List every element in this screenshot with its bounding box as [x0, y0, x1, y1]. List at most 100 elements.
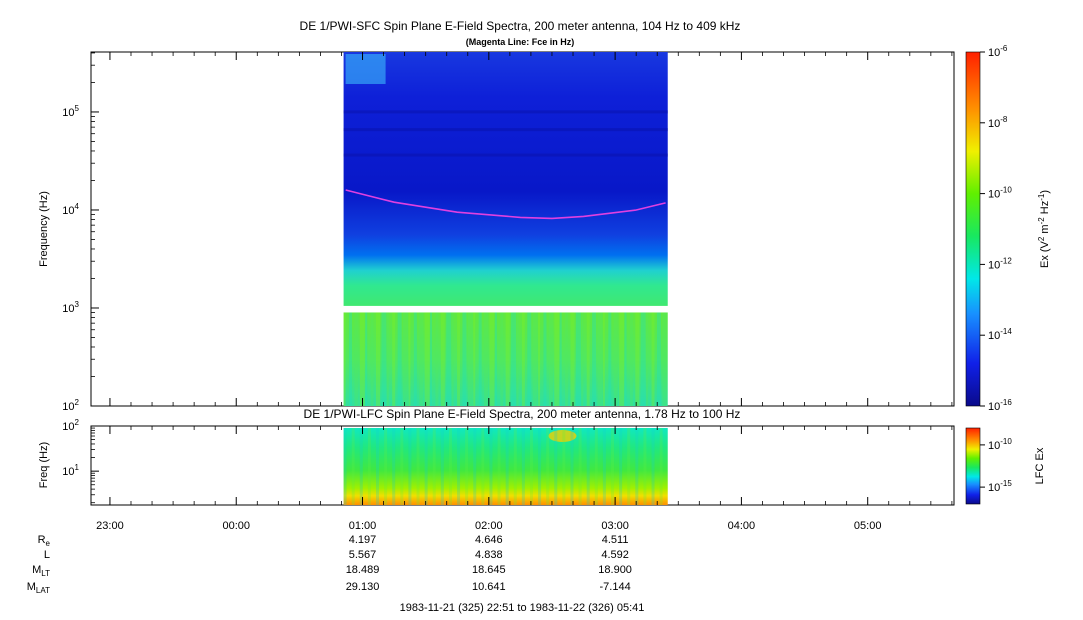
- upper-texture-stripe: [494, 312, 497, 406]
- upper-texture-stripe: [629, 312, 633, 406]
- upper-colorbar-tick-label: 10-16: [988, 398, 1012, 413]
- upper-colorbar-ticks: 10-6 10-8 10-10 10-12 10-14 10-16: [980, 44, 1012, 413]
- lower-colorbar-tick-label: 10-10: [988, 437, 1012, 452]
- lower-texture-stripe: [400, 428, 404, 505]
- upper-texture-stripe: [430, 312, 433, 406]
- ephemeris-value: 29.130: [346, 581, 380, 593]
- upper-texture-stripe: [365, 312, 368, 406]
- lower-texture-stripe: [457, 428, 461, 505]
- ephemeris-value: 4.838: [475, 549, 503, 561]
- lower-texture-stripe: [562, 428, 566, 505]
- ephemeris-value: 4.197: [349, 534, 377, 546]
- upper-texture-stripe: [354, 312, 359, 406]
- time-axis-labels: 23:00 00:00 01:00 02:00 03:00 04:00 05:00: [96, 520, 881, 532]
- upper-texture-stripe: [548, 312, 553, 406]
- upper-spectrogram: [343, 52, 668, 406]
- upper-texture-stripe: [559, 312, 562, 406]
- upper-colorbar-tick-label: 10-8: [988, 115, 1008, 130]
- upper-texture-stripe: [581, 312, 584, 406]
- upper-colorbar-tick-label: 10-6: [988, 44, 1008, 59]
- lower-texture-stripe: [513, 428, 517, 505]
- lower-texture-stripe: [659, 428, 663, 505]
- upper-texture-stripe: [424, 312, 430, 406]
- lower-texture-stripe: [481, 428, 485, 505]
- lower-y-tick-label: 102: [62, 418, 79, 433]
- upper-texture-stripe: [640, 312, 646, 406]
- upper-texture-stripe: [392, 312, 396, 406]
- upper-texture-stripe: [467, 312, 473, 406]
- upper-x-ticks: [109, 52, 953, 406]
- upper-y-tick-label: 102: [62, 398, 79, 413]
- fce-line: [345, 189, 666, 220]
- upper-texture-stripe: [532, 312, 538, 406]
- lower-texture-stripe: [432, 428, 436, 505]
- ephemeris-value: 18.645: [472, 564, 506, 576]
- lower-y-tick-label: 101: [62, 463, 79, 478]
- lower-texture-stripe: [529, 428, 533, 505]
- lower-texture-stripe: [392, 428, 396, 505]
- upper-texture-stripe: [457, 312, 461, 406]
- upper-texture-stripe: [408, 312, 411, 406]
- upper-texture-stripe: [543, 312, 547, 406]
- lower-colorbar-label: LFC Ex: [1034, 447, 1046, 484]
- upper-panel: 102 103 104 105 Frequency (Hz): [38, 51, 955, 413]
- upper-texture-stripe: [359, 312, 365, 406]
- upper-texture-stripe: [656, 312, 661, 406]
- upper-texture-stripe: [538, 312, 541, 406]
- ephemeris-value: 18.900: [598, 564, 632, 576]
- upper-texture-stripe: [662, 312, 668, 406]
- upper-texture-stripe: [500, 312, 504, 406]
- lower-y-axis: 101 102: [62, 418, 99, 504]
- upper-dark-band: [343, 110, 668, 114]
- upper-texture-stripe: [343, 312, 346, 406]
- upper-texture-stripe: [413, 312, 417, 406]
- ephemeris-row-label: L: [44, 549, 50, 561]
- upper-texture-stripe: [440, 312, 445, 406]
- lower-texture-stripe: [408, 428, 412, 505]
- upper-y-tick-label: 104: [62, 202, 79, 217]
- upper-texture-stripe: [511, 312, 517, 406]
- lower-texture-stripe: [602, 428, 606, 505]
- upper-dark-band: [343, 153, 668, 157]
- upper-colorbar-tick-label: 10-12: [988, 256, 1012, 271]
- upper-texture-stripe: [484, 312, 489, 406]
- upper-texture-stripe: [505, 312, 510, 406]
- upper-texture-stripe: [608, 312, 612, 406]
- lower-panel-title: DE 1/PWI-LFC Spin Plane E-Field Spectra,…: [304, 407, 741, 421]
- ephemeris-value: 10.641: [472, 581, 506, 593]
- lower-texture-stripe: [578, 428, 582, 505]
- lower-texture-stripe: [440, 428, 444, 505]
- time-tick-label: 04:00: [728, 520, 756, 532]
- upper-texture-stripe: [586, 312, 590, 406]
- upper-texture-stripe: [397, 312, 402, 406]
- upper-texture-stripe: [370, 312, 374, 406]
- time-tick-label: 00:00: [222, 520, 250, 532]
- upper-y-tick-label: 105: [62, 104, 79, 119]
- lower-texture-stripe: [611, 428, 615, 505]
- lower-texture-stripe: [619, 428, 623, 505]
- ephemeris-row-label: MLAT: [27, 581, 50, 595]
- time-tick-label: 01:00: [349, 520, 377, 532]
- ephemeris-value: 18.489: [346, 564, 380, 576]
- ephemeris-row-label: Re: [38, 534, 51, 548]
- upper-texture-stripe: [446, 312, 452, 406]
- upper-texture-stripe: [619, 312, 625, 406]
- upper-texture-stripe: [376, 312, 381, 406]
- lower-texture-stripe: [351, 428, 355, 505]
- upper-panel-subtitle: (Magenta Line: Fce in Hz): [466, 37, 575, 47]
- ephemeris-value: 4.646: [475, 534, 503, 546]
- lower-texture-stripe: [546, 428, 550, 505]
- upper-texture-stripe: [570, 312, 575, 406]
- lower-texture-stripe: [627, 428, 631, 505]
- upper-spectrogram-low-band: [343, 312, 668, 406]
- upper-y-tick-label: 103: [62, 300, 79, 315]
- upper-texture-stripe: [592, 312, 597, 406]
- date-range: 1983-11-21 (325) 22:51 to 1983-11-22 (32…: [400, 602, 645, 614]
- upper-texture-stripe: [462, 312, 467, 406]
- lower-intensity-blob: [548, 430, 577, 442]
- upper-texture-stripe: [435, 312, 439, 406]
- fce-line-layer: [345, 189, 666, 220]
- lower-texture-stripe: [594, 428, 598, 505]
- upper-burst-patch: [345, 54, 386, 84]
